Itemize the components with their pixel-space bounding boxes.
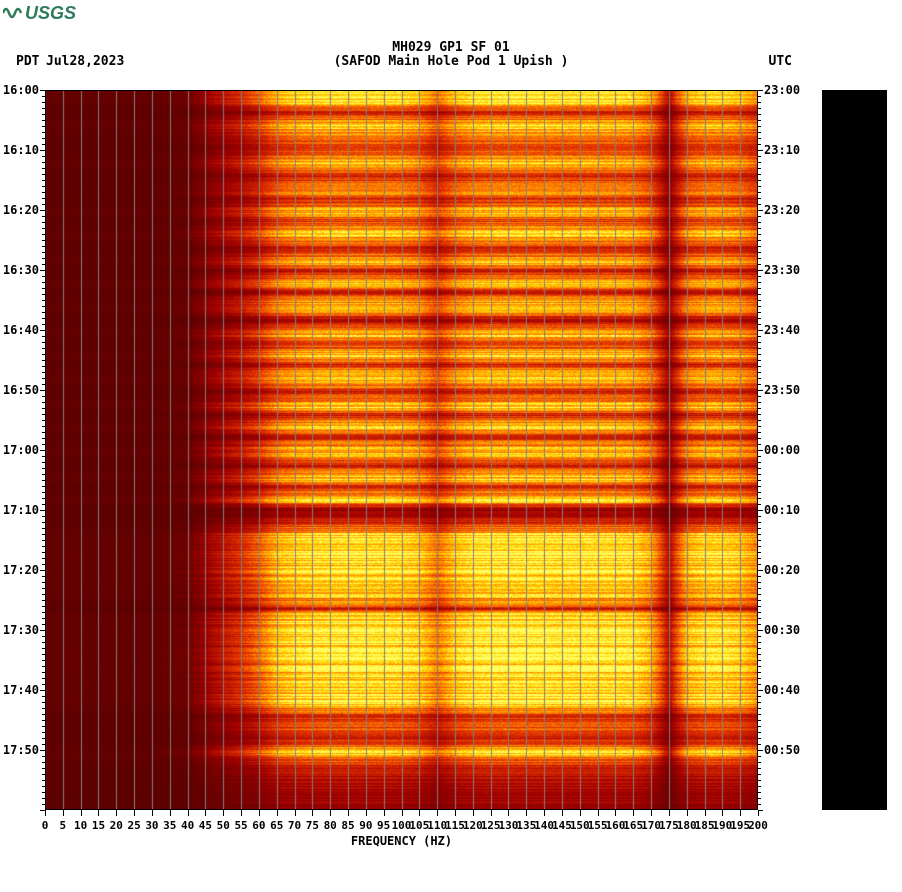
x-tick: 80 bbox=[324, 819, 337, 832]
y-axis-right: 23:0023:1023:2023:3023:4023:5000:0000:10… bbox=[758, 90, 808, 810]
x-tick: 70 bbox=[288, 819, 301, 832]
x-tick: 0 bbox=[42, 819, 49, 832]
y-tick-right: 23:20 bbox=[764, 203, 800, 217]
x-tick: 200 bbox=[748, 819, 768, 832]
y-tick-right: 23:50 bbox=[764, 383, 800, 397]
y-tick-right: 00:50 bbox=[764, 743, 800, 757]
spectrogram-plot bbox=[45, 90, 758, 810]
colorbar bbox=[822, 90, 887, 810]
y-tick-left: 16:20 bbox=[3, 203, 39, 217]
y-tick-left: 16:30 bbox=[3, 263, 39, 277]
y-tick-right: 00:40 bbox=[764, 683, 800, 697]
y-tick-left: 17:30 bbox=[3, 623, 39, 637]
x-tick: 25 bbox=[128, 819, 141, 832]
right-timezone-label: UTC bbox=[769, 54, 792, 69]
y-tick-right: 23:00 bbox=[764, 83, 800, 97]
x-tick: 5 bbox=[60, 819, 67, 832]
x-axis-label: FREQUENCY (HZ) bbox=[351, 834, 452, 848]
y-tick-right: 00:10 bbox=[764, 503, 800, 517]
x-tick: 30 bbox=[145, 819, 158, 832]
chart-title-1: MH029 GP1 SF 01 bbox=[392, 40, 509, 55]
y-tick-left: 16:40 bbox=[3, 323, 39, 337]
left-timezone-label: PDT bbox=[16, 54, 39, 69]
x-tick: 40 bbox=[181, 819, 194, 832]
date-label: Jul28,2023 bbox=[46, 54, 124, 69]
y-tick-right: 00:00 bbox=[764, 443, 800, 457]
x-tick: 60 bbox=[252, 819, 265, 832]
x-tick: 35 bbox=[163, 819, 176, 832]
x-tick: 50 bbox=[217, 819, 230, 832]
y-tick-left: 16:00 bbox=[3, 83, 39, 97]
x-tick: 20 bbox=[110, 819, 123, 832]
y-tick-left: 16:50 bbox=[3, 383, 39, 397]
y-tick-left: 17:20 bbox=[3, 563, 39, 577]
y-tick-left: 17:50 bbox=[3, 743, 39, 757]
y-tick-right: 23:40 bbox=[764, 323, 800, 337]
x-tick: 65 bbox=[270, 819, 283, 832]
y-tick-right: 23:30 bbox=[764, 263, 800, 277]
x-tick: 85 bbox=[341, 819, 354, 832]
x-tick: 55 bbox=[234, 819, 247, 832]
x-tick: 10 bbox=[74, 819, 87, 832]
logo-wave-icon bbox=[3, 3, 23, 24]
x-tick: 75 bbox=[306, 819, 319, 832]
y-tick-left: 17:40 bbox=[3, 683, 39, 697]
x-tick: 90 bbox=[359, 819, 372, 832]
spectrogram-canvas bbox=[45, 90, 758, 810]
y-tick-left: 17:10 bbox=[3, 503, 39, 517]
x-tick: 15 bbox=[92, 819, 105, 832]
y-axis-left: 16:0016:1016:2016:3016:4016:5017:0017:10… bbox=[0, 90, 45, 810]
y-tick-left: 17:00 bbox=[3, 443, 39, 457]
x-tick: 45 bbox=[199, 819, 212, 832]
y-tick-right: 00:20 bbox=[764, 563, 800, 577]
y-tick-right: 00:30 bbox=[764, 623, 800, 637]
y-tick-left: 16:10 bbox=[3, 143, 39, 157]
logo-text: USGS bbox=[25, 3, 76, 24]
chart-title-2: (SAFOD Main Hole Pod 1 Upish ) bbox=[334, 54, 569, 69]
x-axis: FREQUENCY (HZ) 05 10 15 20 25 30 35 40 45 50 55 60 6… bbox=[45, 810, 758, 850]
y-tick-right: 23:10 bbox=[764, 143, 800, 157]
x-tick: 95 bbox=[377, 819, 390, 832]
usgs-logo: USGS bbox=[3, 3, 76, 24]
